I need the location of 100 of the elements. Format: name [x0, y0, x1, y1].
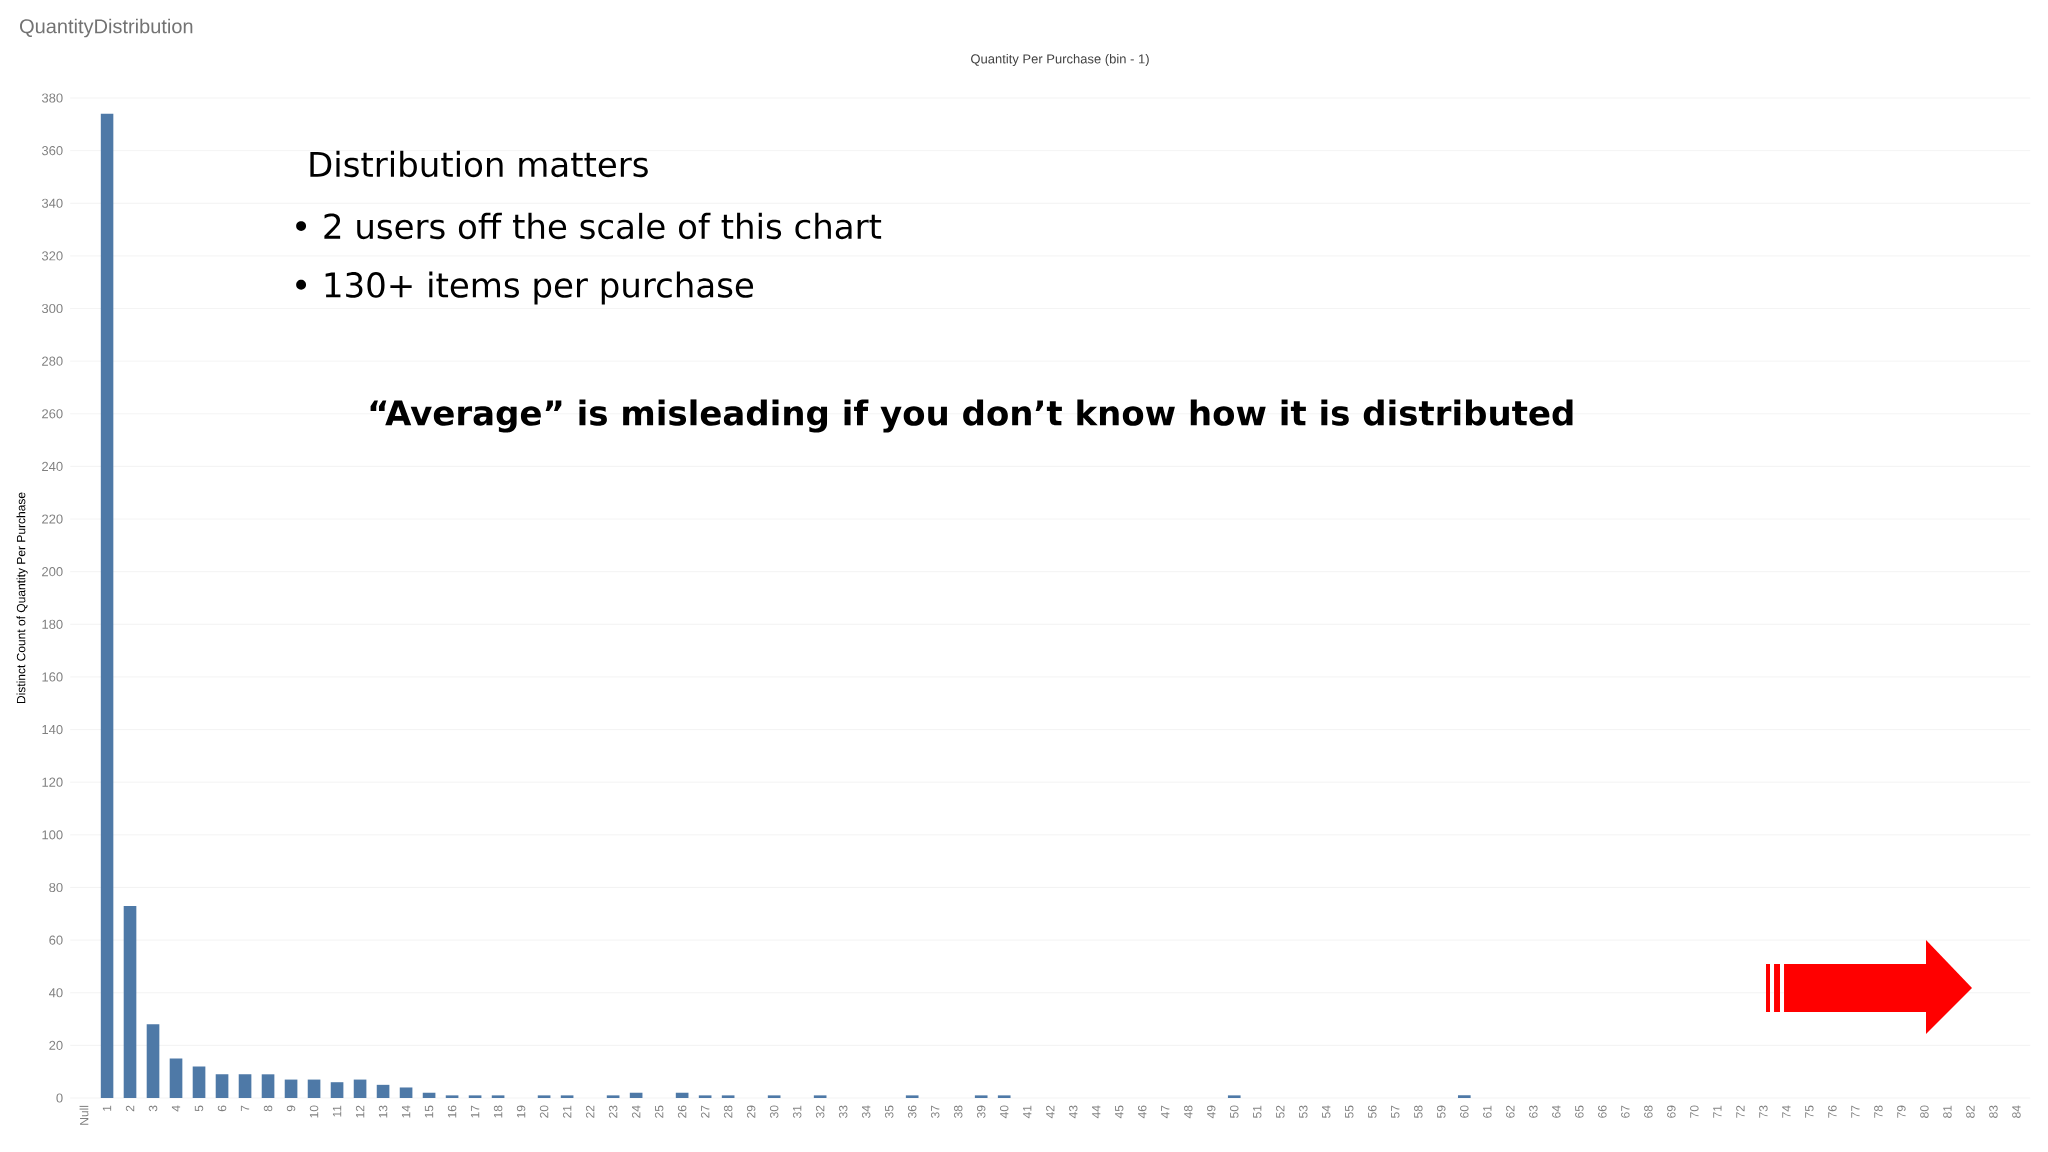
bar	[192, 1066, 206, 1098]
x-tick-label: 64	[1552, 1105, 1561, 1118]
y-tick-label: 40	[48, 988, 63, 998]
x-tick-label: 27	[700, 1105, 710, 1118]
x-tick-label: 68	[1644, 1105, 1653, 1118]
x-tick-label: 33	[838, 1105, 848, 1118]
x-tick-label: 77	[1851, 1105, 1860, 1118]
y-tick-label: 80	[49, 882, 63, 893]
x-tick-label: 28	[723, 1105, 733, 1118]
x-tick-label: 14	[401, 1105, 411, 1118]
x-tick-label: 36	[907, 1105, 917, 1118]
x-tick-label: 25	[654, 1105, 664, 1118]
x-tick-label: 29	[746, 1105, 756, 1118]
x-tick-label: 58	[1414, 1105, 1423, 1118]
x-tick-label: 11	[332, 1105, 342, 1117]
bar	[997, 1095, 1011, 1098]
x-tick-label: 63	[1529, 1105, 1538, 1118]
y-tick-label: 180	[42, 619, 63, 629]
x-tick-label: 31	[792, 1105, 802, 1118]
x-tick-label: 6	[217, 1105, 227, 1112]
x-tick-label: 34	[861, 1105, 871, 1118]
x-tick-label: 38	[953, 1105, 963, 1118]
bar	[1227, 1095, 1241, 1098]
x-tick-label: 48	[1184, 1105, 1193, 1119]
bar	[307, 1079, 321, 1098]
x-tick-label: 24	[631, 1105, 641, 1118]
x-tick-label: 13	[378, 1105, 388, 1118]
x-tick-label: 7	[240, 1105, 250, 1112]
bar	[767, 1095, 781, 1098]
x-tick-label: 35	[884, 1105, 894, 1118]
y-tick-label: 20	[49, 1040, 63, 1050]
x-tick-label: 42	[1046, 1105, 1055, 1119]
bar	[284, 1079, 298, 1098]
bar	[813, 1095, 827, 1098]
x-tick-label: 47	[1161, 1105, 1170, 1119]
x-tick-label: 66	[1598, 1105, 1607, 1118]
x-tick-label: 52	[1276, 1105, 1285, 1118]
x-tick-label: 70	[1690, 1105, 1699, 1118]
x-tick-label: 37	[930, 1105, 940, 1118]
x-tick-label: 74	[1782, 1105, 1791, 1118]
x-tick-label: 30	[769, 1105, 779, 1118]
annotation: • 2 users off the scale of this chart	[296, 212, 882, 240]
x-tick-label: 45	[1115, 1105, 1124, 1119]
x-tick-label: 65	[1575, 1105, 1584, 1118]
y-tick-label: 340	[41, 198, 63, 208]
y-tick-label: 260	[42, 409, 63, 419]
x-tick-label: 79	[1897, 1105, 1906, 1118]
bar	[376, 1084, 390, 1098]
annotation: • 130+ items per purchase	[296, 271, 754, 305]
x-tick-label: 1	[102, 1105, 112, 1111]
x-tick-label: 22	[585, 1105, 595, 1118]
x-tick-label: 39	[976, 1105, 986, 1118]
bar	[560, 1095, 574, 1098]
x-tick-label: 75	[1805, 1105, 1814, 1118]
x-tick-label: 41	[1023, 1105, 1032, 1119]
y-tick-label: 120	[42, 777, 63, 787]
bar	[905, 1095, 919, 1098]
y-tick-label: 360	[41, 146, 63, 156]
x-tick-label: 51	[1253, 1105, 1262, 1118]
x-tick-label: Null	[79, 1105, 89, 1125]
x-tick-label: 15	[424, 1105, 434, 1118]
bar	[422, 1092, 436, 1098]
x-tick-label: 82	[1966, 1105, 1975, 1118]
x-tick-label: 56	[1368, 1105, 1377, 1118]
y-tick-label: 220	[42, 514, 63, 524]
bar	[123, 905, 137, 1098]
bar	[261, 1074, 275, 1098]
y-tick-label: 320	[41, 251, 63, 261]
x-tick-label: 53	[1299, 1105, 1308, 1118]
x-tick-label: 44	[1092, 1105, 1101, 1119]
x-tick-label: 19	[516, 1105, 526, 1118]
bar	[215, 1074, 229, 1098]
bar	[169, 1058, 183, 1098]
x-tick-label: 20	[539, 1105, 549, 1118]
x-tick-label: 21	[562, 1105, 572, 1118]
x-tick-label: 78	[1874, 1105, 1883, 1118]
x-tick-label: 54	[1322, 1105, 1331, 1118]
x-tick-label: 76	[1828, 1105, 1837, 1118]
x-tick-label: 8	[263, 1105, 273, 1112]
y-tick-label: 160	[42, 672, 63, 682]
bar	[629, 1092, 643, 1098]
bar	[238, 1074, 252, 1098]
y-tick-label: 200	[42, 567, 63, 577]
bar	[1457, 1095, 1471, 1098]
x-tick-label: 16	[447, 1105, 457, 1118]
x-tick-label: 18	[493, 1105, 503, 1118]
y-tick-label: 140	[42, 724, 63, 735]
x-tick-label: 84	[2012, 1105, 2021, 1118]
x-tick-label: 26	[677, 1105, 687, 1118]
y-tick-label: 280	[42, 356, 63, 366]
x-tick-label: 50	[1230, 1105, 1239, 1118]
x-tick-label: 55	[1345, 1105, 1354, 1118]
bar	[974, 1095, 988, 1098]
x-tick-label: 5	[194, 1105, 204, 1112]
annotation: Distribution matters	[310, 150, 648, 178]
x-tick-label: 67	[1621, 1105, 1630, 1118]
x-tick-label: 40	[999, 1105, 1009, 1119]
x-tick-label: 46	[1137, 1105, 1147, 1119]
x-tick-label: 57	[1391, 1105, 1400, 1118]
y-tick-label: 300	[41, 303, 63, 314]
